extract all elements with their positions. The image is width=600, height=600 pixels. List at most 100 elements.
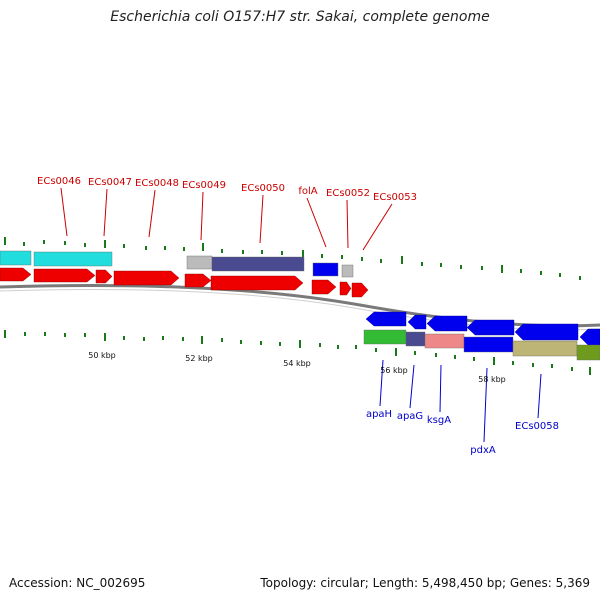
label-leader	[103, 188, 108, 237]
tick-mark	[414, 351, 416, 355]
tick-mark	[145, 246, 147, 250]
tick-mark	[532, 363, 534, 367]
tick-mark	[421, 262, 423, 266]
tick-mark	[375, 348, 377, 352]
tick-mark	[473, 357, 475, 361]
accession-text: Accession: NC_002695	[9, 576, 146, 590]
genome-summary-text: Topology: circular; Length: 5,498,450 bp…	[260, 576, 590, 590]
green-feature	[363, 329, 407, 345]
label-leader	[60, 187, 68, 237]
cds-arrow	[426, 315, 468, 332]
grey-feature	[341, 264, 354, 278]
tick-mark	[395, 348, 397, 356]
cds-arrow	[339, 281, 352, 296]
label-leader	[148, 189, 156, 238]
tick-mark	[571, 367, 573, 371]
blue-feature	[312, 262, 339, 277]
tick-mark	[143, 337, 145, 341]
cds-arrow	[210, 275, 304, 291]
label-leader	[362, 203, 393, 251]
blue-feature	[463, 336, 514, 353]
tick-mark	[501, 265, 503, 273]
tick-mark	[24, 332, 26, 336]
tick-row-top	[4, 237, 581, 280]
tick-mark	[123, 336, 125, 340]
cds-arrow	[466, 319, 515, 336]
label-leader	[379, 359, 384, 407]
scale-labels: 50 kbp 52 kbp 54 kbp 56 kbp 58 kbp	[88, 351, 506, 384]
tick-mark	[281, 251, 283, 255]
tick-mark	[559, 273, 561, 277]
olive-feature	[576, 344, 600, 361]
tick-mark	[104, 333, 106, 341]
slate-feature	[211, 256, 305, 272]
label-leader	[200, 191, 204, 241]
tick-mark	[302, 250, 304, 258]
tick-mark	[341, 255, 343, 259]
label-leader	[537, 373, 542, 419]
tick-mark	[221, 249, 223, 253]
tick-mark	[23, 242, 25, 246]
tick-mark	[481, 266, 483, 270]
tick-mark	[260, 341, 262, 345]
cds-arrow	[95, 269, 113, 284]
features-track	[0, 250, 600, 361]
gene-label-ecs0048: ECs0048	[135, 178, 179, 189]
label-leader	[409, 364, 415, 409]
gene-label-ecs0052: ECs0052	[326, 188, 370, 199]
cds-arrow	[407, 314, 427, 330]
tick-mark	[202, 243, 204, 251]
tick-mark	[4, 330, 6, 338]
gene-label-ecs0050: ECs0050	[241, 183, 285, 194]
salmon-feature	[424, 333, 465, 349]
cyan-feature	[33, 251, 113, 267]
tick-mark	[240, 340, 242, 344]
tick-mark	[579, 276, 581, 280]
tick-mark	[201, 336, 203, 344]
cds-arrow	[33, 268, 96, 283]
tick-mark	[512, 361, 514, 365]
tick-mark	[460, 265, 462, 269]
tick-mark	[43, 240, 45, 244]
tick-mark	[454, 355, 456, 359]
gene-labels: ECs0046 ECs0047 ECs0048 ECs0049 ECs0050 folA E…	[37, 176, 559, 456]
gene-label-apag: apaG	[397, 411, 423, 422]
cds-arrow	[351, 282, 369, 298]
tick-mark	[64, 333, 66, 337]
scale-label: 52 kbp	[185, 354, 213, 363]
tick-mark	[380, 259, 382, 263]
gene-label-apah: apaH	[366, 409, 392, 420]
tick-mark	[162, 336, 164, 340]
tick-mark	[4, 237, 6, 245]
cds-arrow	[579, 328, 600, 346]
khaki-feature	[512, 340, 578, 357]
tick-mark	[123, 244, 125, 248]
cyan-feature	[0, 250, 32, 266]
cds-arrow	[365, 311, 407, 327]
tick-mark	[520, 269, 522, 273]
label-leader	[259, 194, 264, 244]
tick-mark	[493, 357, 495, 365]
slate-feature	[405, 331, 426, 347]
gene-label-ecs0046: ECs0046	[37, 176, 81, 187]
tick-mark	[279, 342, 281, 346]
tick-mark	[242, 250, 244, 254]
grey-feature	[186, 255, 213, 270]
tick-mark	[183, 247, 185, 251]
scale-label: 58 kbp	[478, 375, 506, 384]
gene-label-ecs0053: ECs0053	[373, 192, 417, 203]
label-leaders	[60, 187, 542, 443]
tick-mark	[84, 333, 86, 337]
scale-label: 56 kbp	[380, 366, 408, 375]
tick-mark	[435, 353, 437, 357]
gene-label-ksga: ksgA	[427, 415, 451, 426]
gene-label-fola: folA	[298, 186, 317, 197]
tick-mark	[182, 337, 184, 341]
tick-mark	[589, 367, 591, 375]
tick-row-bottom	[4, 330, 591, 375]
tick-mark	[84, 243, 86, 247]
label-leader	[346, 199, 349, 249]
gene-label-ecs0058: ECs0058	[515, 421, 559, 432]
label-leader	[306, 197, 327, 248]
